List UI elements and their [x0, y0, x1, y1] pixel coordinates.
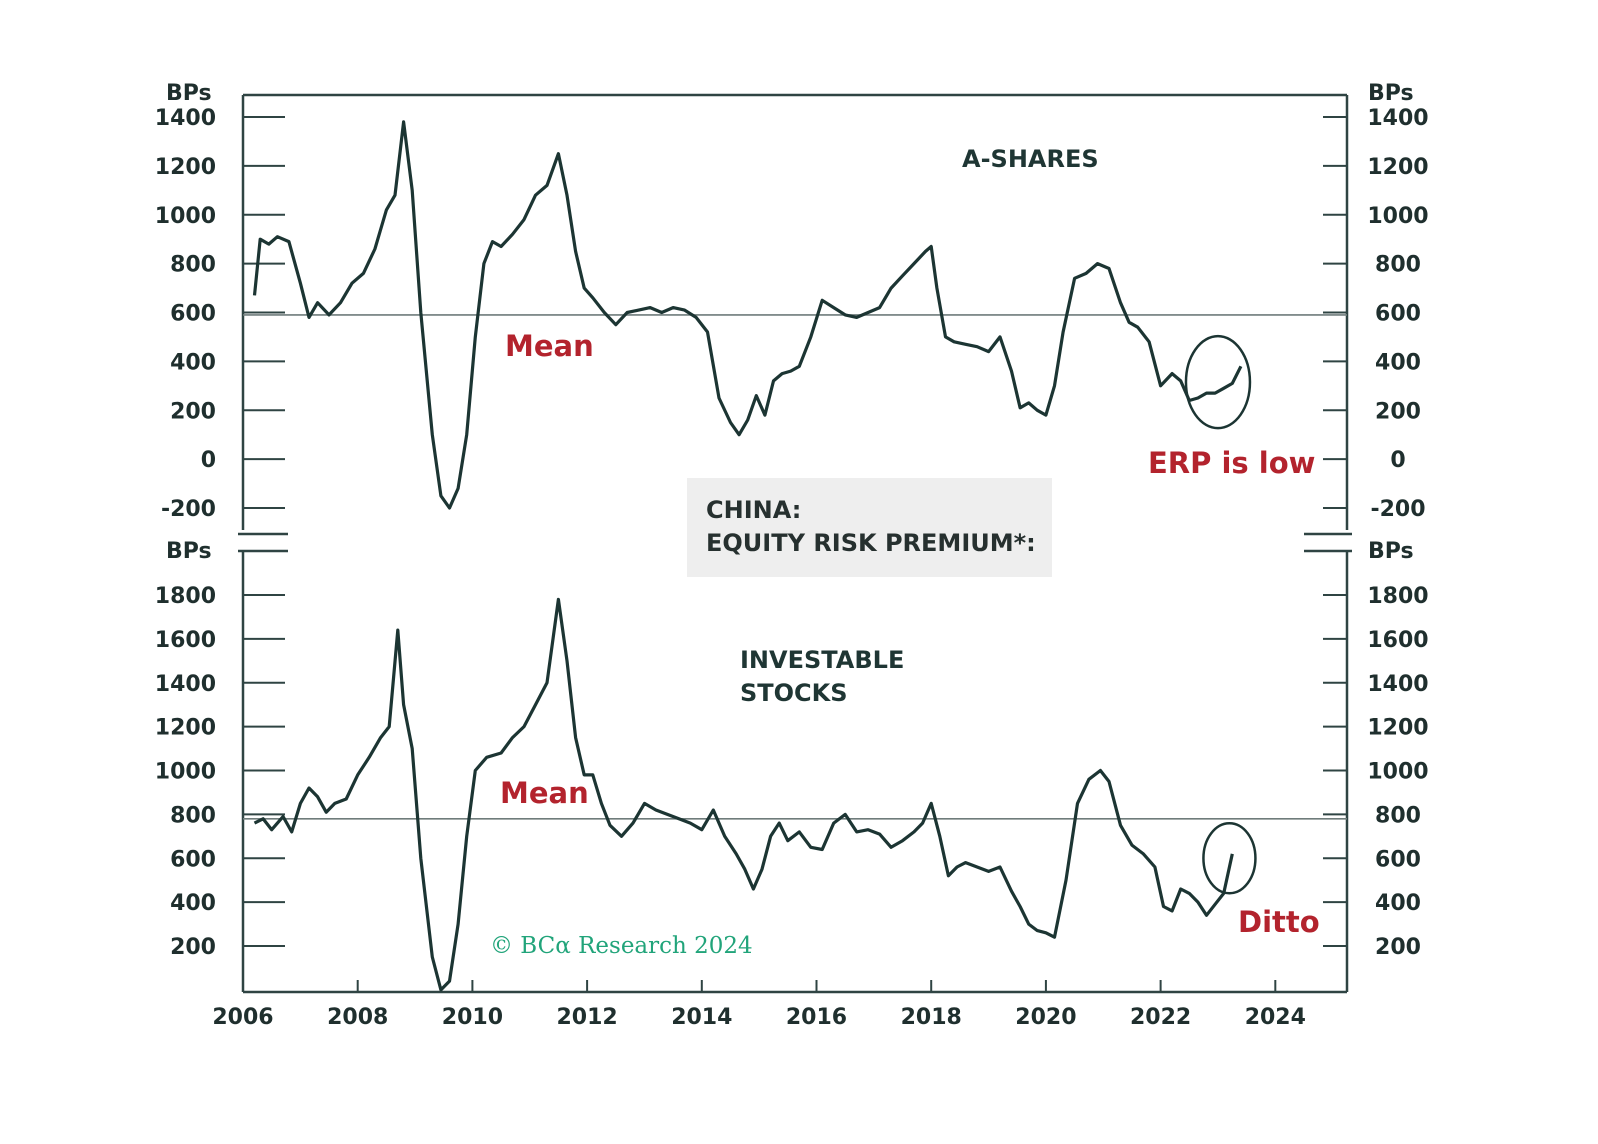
y-tick-label-right: 400 — [1375, 350, 1421, 375]
y-tick-label-right: 1200 — [1367, 716, 1428, 741]
y-tick-label-left: 1200 — [155, 155, 216, 180]
y-tick-label-left: 800 — [170, 803, 216, 828]
y-tick-label-right: 1800 — [1367, 584, 1428, 609]
a-shares-series-line — [252, 120, 1243, 510]
y-tick-label-left: 1000 — [155, 760, 216, 785]
y-tick-label-left: 200 — [170, 935, 216, 960]
bottom-annotation: Ditto — [1238, 905, 1320, 939]
y-tick-label-right: 600 — [1375, 847, 1421, 872]
x-tick-label: 2016 — [786, 1005, 847, 1030]
x-tick-label: 2014 — [671, 1005, 732, 1030]
y-tick-label-left: 1200 — [155, 716, 216, 741]
y-tick-label-right: 600 — [1375, 302, 1421, 327]
y-tick-label-left: 1600 — [155, 628, 216, 653]
y-tick-label-right: 1600 — [1367, 628, 1428, 653]
y-tick-label-left: 1400 — [155, 672, 216, 697]
y-tick-label-right: 0 — [1390, 448, 1405, 473]
credit-text: © BCα Research 2024 — [490, 933, 753, 959]
y-tick-label-right: 1200 — [1367, 155, 1428, 180]
y-tick-label-left: 0 — [201, 448, 216, 473]
top-ylabel-left: BPs — [166, 81, 212, 106]
top-annotation: ERP is low — [1148, 446, 1315, 480]
bottom-panel-title-line1: INVESTABLE — [740, 646, 904, 674]
y-tick-label-right: 1000 — [1367, 760, 1428, 785]
bottom-mean-label: Mean — [500, 776, 589, 810]
y-tick-label-left: 600 — [170, 302, 216, 327]
y-tick-label-left: 600 — [170, 847, 216, 872]
top-ylabel-right: BPs — [1368, 81, 1414, 106]
x-tick-label: 2008 — [327, 1005, 388, 1030]
bottom-y-ticks: 200 200 400 400 600 600 800 800 1000 1000 1200 1200… — [155, 584, 1429, 960]
y-tick-label-right: 1400 — [1367, 106, 1428, 131]
top-panel-title: A-SHARES — [962, 145, 1099, 173]
bottom-ylabel-left: BPs — [166, 539, 212, 564]
y-tick-label-left: 1800 — [155, 584, 216, 609]
bottom-panel: 200 200 400 400 600 600 800 800 1000 1000 1200 1200… — [155, 539, 1429, 1030]
center-title-box: CHINA: EQUITY RISK PREMIUM*: — [687, 478, 1052, 577]
y-tick-label-right: 200 — [1375, 399, 1421, 424]
x-tick-label: 2018 — [901, 1005, 962, 1030]
y-tick-label-right: 1000 — [1367, 204, 1428, 229]
y-tick-label-left: 800 — [170, 253, 216, 278]
y-tick-label-left: 1400 — [155, 106, 216, 131]
y-tick-label-right: 1400 — [1367, 672, 1428, 697]
y-tick-label-left: 1000 — [155, 204, 216, 229]
y-tick-label-right: 800 — [1375, 253, 1421, 278]
center-title-line2: EQUITY RISK PREMIUM*: — [706, 529, 1036, 557]
top-highlight-circle — [1184, 334, 1252, 430]
top-mean-label: Mean — [505, 329, 594, 363]
y-tick-label-left: 400 — [170, 350, 216, 375]
y-tick-label-left: 200 — [170, 399, 216, 424]
y-tick-label-left: -200 — [161, 497, 216, 522]
y-tick-label-right: 400 — [1375, 891, 1421, 916]
bottom-highlight-circle — [1202, 822, 1257, 895]
y-tick-label-right: 800 — [1375, 803, 1421, 828]
x-tick-label: 2022 — [1130, 1005, 1191, 1030]
top-y-ticks: -200 -200 0 0 200 200 400 400 600 600 800 800 1000 10… — [155, 106, 1429, 522]
y-tick-label-right: -200 — [1370, 497, 1425, 522]
bottom-panel-title: INVESTABLE STOCKS — [740, 646, 913, 707]
x-tick-label: 2006 — [212, 1005, 273, 1030]
x-tick-label: 2010 — [442, 1005, 503, 1030]
center-title-line1: CHINA: — [706, 496, 801, 524]
bottom-panel-title-line2: STOCKS — [740, 679, 848, 707]
x-tick-label: 2020 — [1015, 1005, 1076, 1030]
x-tick-label: 2024 — [1245, 1005, 1306, 1030]
x-tick-label: 2012 — [556, 1005, 617, 1030]
y-tick-label-left: 400 — [170, 891, 216, 916]
y-tick-label-right: 200 — [1375, 935, 1421, 960]
bottom-ylabel-right: BPs — [1368, 539, 1414, 564]
investable-stocks-series-line — [253, 597, 1234, 992]
top-panel: -200 -200 0 0 200 200 400 400 600 600 800 800 1000 10… — [155, 81, 1429, 536]
x-axis-ticks: 2006 2008 2010 2012 2014 2016 2018 2020 2022 2024 — [212, 980, 1306, 1030]
center-title-box-bg — [687, 478, 1052, 577]
